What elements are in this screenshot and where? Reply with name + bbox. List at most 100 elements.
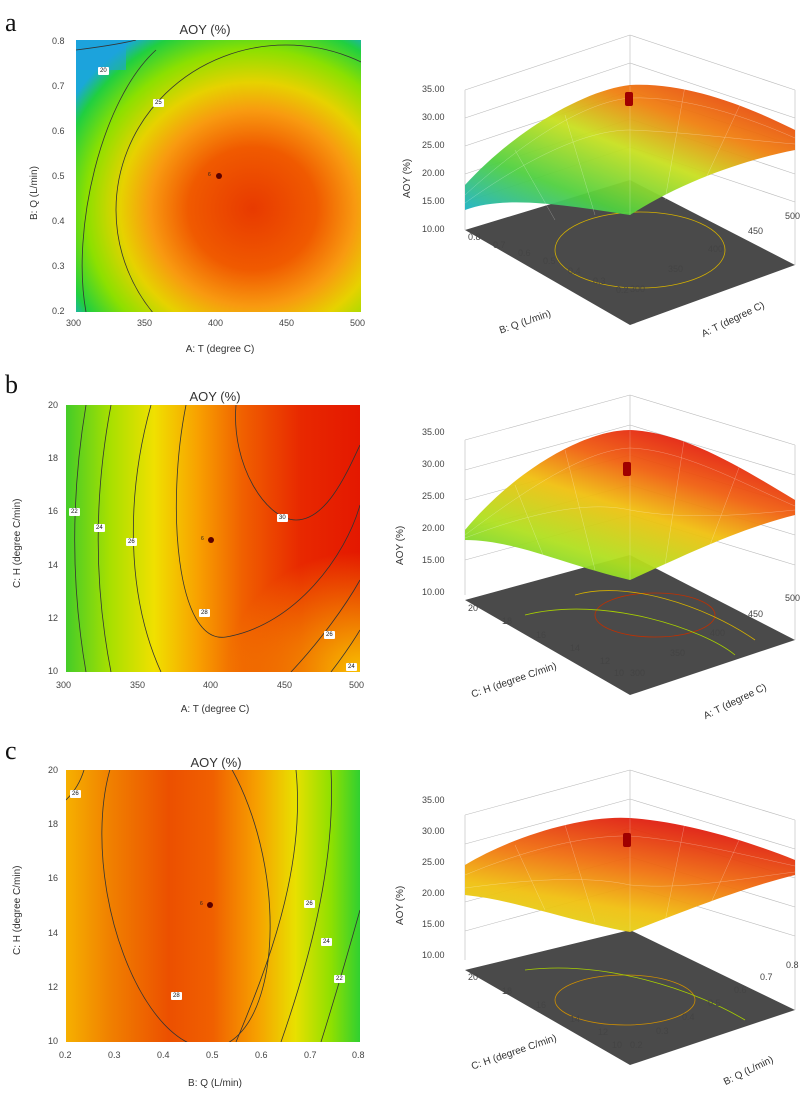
contour-label: 26: [126, 538, 137, 546]
y-axis-label-c: C: H (degree C/min): [12, 865, 23, 955]
right-axis-tick: 0.4: [682, 1012, 695, 1022]
design-center-point: [208, 537, 214, 543]
right-axis-tick: 0.8: [786, 960, 799, 970]
z-tick: 30.00: [422, 826, 445, 836]
y-tick: 0.8: [52, 36, 65, 46]
left-axis-tick: 0.6: [518, 248, 531, 258]
y-tick: 20: [48, 765, 59, 775]
right-axis-tick: 350: [668, 264, 684, 274]
contour-label: 25: [153, 99, 164, 107]
x-axis-label-b: A: T (degree C): [180, 704, 250, 715]
contour-plot-b: 22 24 26 28 30 26 24 6: [66, 405, 360, 672]
left-axis-tick: 16: [536, 1000, 547, 1010]
panel-letter-b: b: [5, 370, 18, 399]
contour-label: 24: [94, 524, 105, 532]
z-tick: 30.00: [422, 112, 445, 122]
right-axis-tick: 0.2: [630, 1040, 643, 1050]
contour-label: 28: [171, 992, 182, 1000]
left-axis-tick: 20: [468, 603, 479, 613]
x-tick: 0.2: [59, 1050, 72, 1060]
y-tick: 18: [48, 819, 59, 829]
left-axis-tick: 18: [502, 616, 513, 626]
z-axis-label-c: AOY (%): [395, 885, 406, 925]
contour-label: 20: [98, 67, 109, 75]
right-axis-tick: 0.5: [708, 998, 721, 1008]
contour-label: 26: [304, 900, 315, 908]
y-tick: 0.5: [52, 171, 65, 181]
left-axis-tick: 14: [570, 1014, 581, 1024]
panel-letter-c: c: [5, 736, 17, 765]
surface-plot-c: [464, 769, 796, 1065]
y-tick: 14: [48, 560, 59, 570]
left-axis-tick: 10: [614, 668, 625, 678]
right-axis-tick: 450: [748, 609, 764, 619]
right-axis-tick: 0.7: [760, 972, 773, 982]
z-tick: 15.00: [422, 196, 445, 206]
y-tick: 0.6: [52, 126, 65, 136]
z-tick: 25.00: [422, 491, 445, 501]
contour-label: 28: [199, 609, 210, 617]
left-axis-tick: 0.3: [593, 276, 606, 286]
left-axis-tick: 12: [600, 656, 611, 666]
right-axis-tick: 500: [785, 593, 801, 603]
z-axis-label-a: AOY (%): [402, 158, 413, 198]
left-axis-tick: 0.2: [616, 285, 629, 295]
x-tick: 350: [137, 318, 153, 328]
y-tick: 20: [48, 400, 59, 410]
contour-plot-a: 20 25 6: [76, 40, 361, 312]
z-tick: 20.00: [422, 888, 445, 898]
surface-plot-b: [464, 394, 796, 695]
z-tick: 10.00: [422, 224, 445, 234]
y-tick: 18: [48, 453, 59, 463]
y-tick: 10: [48, 1036, 59, 1046]
center-marker: 6: [200, 901, 203, 907]
y-tick: 10: [48, 666, 59, 676]
z-tick: 20.00: [422, 523, 445, 533]
contour-label: 22: [334, 975, 345, 983]
z-tick: 15.00: [422, 919, 445, 929]
y-tick: 16: [48, 506, 59, 516]
right-axis-tick: 0.3: [656, 1026, 669, 1036]
z-tick: 25.00: [422, 140, 445, 150]
x-tick: 450: [279, 318, 295, 328]
right-axis-tick: 0.6: [734, 985, 747, 995]
design-center-point: [207, 902, 213, 908]
y-axis-label-a: B: Q (L/min): [29, 166, 40, 220]
contour-label: 30: [277, 514, 288, 522]
z-tick: 15.00: [422, 555, 445, 565]
x-tick: 0.6: [255, 1050, 268, 1060]
right-axis-tick: 300: [630, 284, 646, 294]
y-tick: 0.2: [52, 306, 65, 316]
x-axis-label-c: B: Q (L/min): [188, 1078, 242, 1089]
left-axis-tick: 18: [502, 986, 513, 996]
x-tick: 400: [203, 680, 219, 690]
x-tick: 0.5: [206, 1050, 219, 1060]
x-tick: 0.8: [352, 1050, 365, 1060]
z-tick: 10.00: [422, 587, 445, 597]
left-axis-tick: 10: [612, 1040, 623, 1050]
left-axis-tick: 12: [598, 1027, 609, 1037]
right-axis-tick: 400: [710, 628, 726, 638]
left-axis-tick: 0.8: [468, 232, 481, 242]
left-axis-tick: 20: [468, 972, 479, 982]
z-tick: 35.00: [422, 84, 445, 94]
contour-label: 24: [346, 663, 357, 671]
y-tick: 12: [48, 613, 59, 623]
center-marker: 6: [208, 172, 211, 178]
x-tick: 300: [56, 680, 72, 690]
contour-label: 24: [321, 938, 332, 946]
x-tick: 0.3: [108, 1050, 121, 1060]
contour-title-c: AOY (%): [190, 755, 242, 770]
y-axis-label-b: C: H (degree C/min): [12, 498, 23, 588]
z-tick: 20.00: [422, 168, 445, 178]
left-axis-tick: 0.5: [543, 256, 556, 266]
x-tick: 350: [130, 680, 146, 690]
z-axis-label-b: AOY (%): [395, 525, 406, 565]
right-axis-tick: 450: [748, 226, 764, 236]
right-axis-tick: 300: [630, 668, 646, 678]
z-tick: 10.00: [422, 950, 445, 960]
x-tick: 500: [350, 318, 366, 328]
right-axis-tick: 500: [785, 211, 801, 221]
contour-title-b: AOY (%): [189, 389, 241, 404]
contour-label: 26: [324, 631, 335, 639]
